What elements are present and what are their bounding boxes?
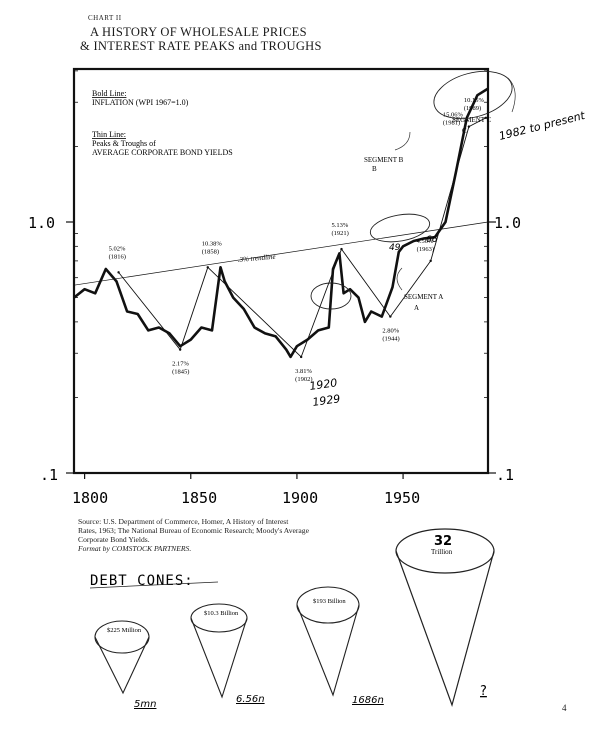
handwritten-1920: 1920 [309, 376, 339, 393]
source-line2: Rates, 1963; The National Bureau of Econ… [78, 526, 309, 535]
source-line3: Corporate Bond Yields. [78, 535, 150, 544]
plot-frame [72, 67, 490, 475]
handwritten-1929: 1929 [312, 392, 342, 409]
segment-b-arrow [394, 131, 411, 151]
yield-annotation-year: (1981) [443, 120, 460, 127]
segment-a-arrow [396, 267, 403, 291]
y-tick-right-1: 1.0 [494, 214, 521, 232]
yield-annotation-year: (1858) [202, 248, 219, 255]
yield-annotation-value: 3.81% [295, 368, 312, 375]
yield-annotation-value: 5.02% [109, 245, 126, 252]
debt-cone-4: 32 Trillion ? [395, 528, 495, 707]
yield-annotation-value: 4.50% [417, 238, 434, 245]
y-tick-left-0: .1 [40, 466, 58, 484]
x-tick-1800: 1800 [72, 489, 108, 507]
x-tick-1850: 1850 [181, 489, 217, 507]
segment-c-label: SEGMENT C [452, 116, 492, 124]
yield-annotation-year: (1989) [464, 105, 481, 112]
circle-1920-1929 [310, 282, 352, 310]
yield-annotation-value: 15.06% [443, 112, 464, 119]
inflation-line [73, 87, 489, 359]
segment-b-label: SEGMENT B [364, 156, 404, 164]
circle-1982-present [433, 70, 513, 120]
y-tick-right-0: .1 [496, 466, 514, 484]
legend-bold-text: INFLATION (WPI 1967=1.0) [92, 98, 189, 107]
bond-yield-point [117, 271, 120, 274]
legend-bold-title: Bold Line: [92, 89, 126, 98]
handwritten-66: 66 [426, 235, 438, 245]
circle-1949-1966 [369, 213, 431, 243]
segment-b-letter: B [372, 165, 377, 173]
yield-annotation-value: 2.80% [382, 328, 399, 335]
bond-yield-point [389, 315, 392, 318]
axis-ticks [66, 70, 496, 479]
bond-yield-point [299, 355, 303, 359]
debt-cones-heading: DEBT CONES: [90, 573, 194, 589]
bond-yield-point [429, 259, 432, 263]
yield-annotation-year: (1944) [382, 336, 399, 343]
yield-annotation-value: 2.17% [172, 361, 189, 368]
source-line4: Format by COMSTOCK PARTNERS. [78, 544, 192, 553]
segment-a-label: SEGMENT A [404, 293, 443, 301]
segment-c-letter: C [462, 127, 467, 135]
chart-label: CHART II [88, 14, 122, 22]
debt-cone-2-amount: $10.3 Billion [204, 610, 239, 617]
debt-cone-4-amount-unit: Trillion [431, 548, 453, 556]
debt-cone-4-amount-value: 32 [434, 534, 452, 549]
trend-line [73, 221, 489, 286]
debt-cone-1-amount: $225 Million [107, 627, 142, 634]
chart-title-line2: & INTEREST RATE PEAKS and TROUGHS [80, 39, 322, 53]
source-note: Source: U.S. Department of Commerce, Hom… [78, 517, 378, 553]
handwritten-49: 49 [389, 243, 401, 253]
source-line1: Source: U.S. Department of Commerce, Hom… [78, 517, 289, 526]
debt-cone-2: $10.3 Billion 6.56n [190, 603, 265, 705]
yield-annotation-value: 10.15% [464, 97, 485, 104]
x-tick-1900: 1900 [282, 489, 318, 507]
legend-thin-text2: AVERAGE CORPORATE BOND YIELDS [92, 148, 233, 157]
debt-cone-3-bottom: 1686n [352, 695, 384, 706]
segment-a-letter: A [414, 304, 419, 312]
yield-annotation-year: (1845) [172, 369, 189, 376]
page-number: 4 [562, 703, 567, 713]
yield-annotation-year: (1921) [332, 230, 349, 237]
yield-annotation-value: 10.38% [202, 240, 223, 247]
debt-cone-2-bottom: 6.56n [236, 694, 265, 705]
legend-thin-text1: Peaks & Troughs of [92, 139, 156, 148]
debt-cone-3: $193 Billion 1686n [296, 586, 384, 706]
handwritten-present: 1982 to present [498, 109, 587, 143]
trendline-label: .3% trendline [237, 253, 275, 264]
yield-annotation-year: (1816) [109, 253, 126, 260]
yield-annotation-year: (1902) [295, 376, 312, 383]
debt-cone-4-bottom: ? [480, 684, 487, 699]
debt-cone-1-bottom: 5mn [134, 699, 156, 710]
bond-yield-point [484, 116, 488, 120]
x-tick-1950: 1950 [384, 489, 420, 507]
bond-yield-point [467, 125, 471, 128]
bond-yield-point [206, 266, 209, 269]
debt-cone-3-amount: $193 Billion [313, 598, 346, 605]
chart-title-line1: A HISTORY OF WHOLESALE PRICES [90, 25, 307, 39]
bond-yield-point [178, 348, 182, 351]
yield-annotation-value: 5.13% [332, 222, 349, 229]
y-tick-left-1: 1.0 [28, 214, 55, 232]
segment-c-arrow [507, 77, 516, 113]
debt-cone-1: $225 Million 5mn [94, 620, 156, 710]
legend-thin-title: Thin Line: [92, 130, 126, 139]
yield-annotation-year: (1963) [417, 246, 434, 253]
bond-yield-point [340, 247, 343, 251]
